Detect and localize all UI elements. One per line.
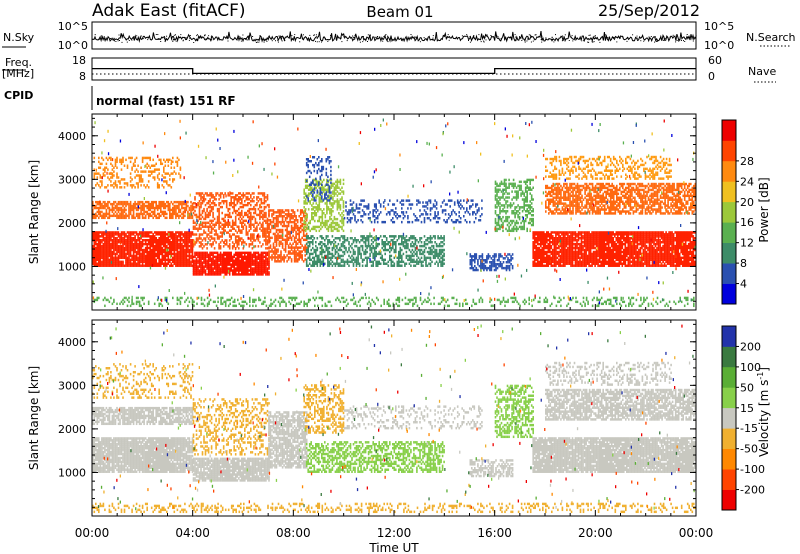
nsearch-tick-top: 10^5 — [704, 20, 734, 33]
velocity-cbar-swatch — [722, 489, 736, 511]
station-title: Adak East (fitACF) — [92, 1, 246, 21]
velocity-cbar-swatch — [722, 346, 736, 368]
nsky-panel: N.Sky 10^5 10^0 10^5 10^0 N.Search — [2, 20, 796, 52]
velocity-cbar-tick: -100 — [740, 463, 765, 476]
velocity-cbar-tick: 15 — [740, 402, 754, 415]
velocity-ylabel: Slant Range [km] — [27, 366, 41, 470]
x-tick-label: 16:00 — [477, 526, 512, 540]
velocity-ytick-label: 4000 — [58, 336, 86, 349]
power-cbar-swatch — [722, 242, 736, 264]
power-cbar-swatch — [722, 160, 736, 182]
power-cbar-swatch — [722, 222, 736, 243]
velocity-colorbar: 200 100 50 15 -15 -50 -100 -200 — [721, 325, 765, 511]
velocity-ytick-label: 2000 — [58, 423, 86, 436]
x-axis-label: Time UT — [368, 541, 419, 554]
power-ytick-label: 4000 — [58, 130, 86, 143]
date-title: 25/Sep/2012 — [598, 1, 700, 20]
power-cbar-tick: 24 — [740, 175, 754, 188]
nsky-trace — [91, 31, 697, 43]
velocity-cbar-tick: -15 — [740, 422, 758, 435]
freq-label: Freq. — [5, 56, 32, 69]
x-tick-label: 04:00 — [175, 526, 210, 540]
power-cbar-tick: 16 — [740, 216, 754, 229]
velocity-cbar-swatch — [722, 387, 736, 409]
x-tick-labels: 00:00 04:00 08:00 12:00 16:00 20:00 00:00 — [75, 526, 714, 540]
nsky-tick-top: 10^5 — [58, 20, 88, 33]
power-cbar-swatch — [722, 201, 736, 223]
x-tick-label: 00:00 — [75, 526, 110, 540]
velocity-cbar-swatch — [722, 428, 736, 449]
velocity-cbar-swatch — [722, 469, 736, 490]
power-cbar-tick: 28 — [740, 155, 754, 168]
x-tick-label: 00:00 — [679, 526, 714, 540]
velocity-cbar-tick: -200 — [740, 484, 765, 497]
power-ytick-label: 3000 — [58, 173, 86, 186]
velocity-cbar-tick: 200 — [740, 340, 761, 353]
nave-label: Nave — [748, 65, 776, 78]
velocity-ytick-label: 1000 — [58, 466, 86, 479]
nave-tick-top: 60 — [708, 54, 722, 67]
power-cbar-tick: 12 — [740, 237, 754, 250]
velocity-cbar-tick: 50 — [740, 381, 754, 394]
freq-trace — [92, 67, 696, 75]
power-ytick-label: 2000 — [58, 217, 86, 230]
freq-tick-top: 18 — [72, 54, 86, 67]
power-cbar-tick: 20 — [740, 196, 754, 209]
nsearch-tick-bottom: 10^0 — [704, 39, 734, 52]
velocity-cbar-swatch — [722, 366, 736, 388]
power-panel: 1000 2000 3000 4000 Slant Range [km] 4 8 12 16… — [27, 113, 771, 311]
power-cbar-swatch — [722, 120, 736, 141]
power-cbar-swatch — [722, 263, 736, 284]
cpid-text: normal (fast) 151 RF — [96, 94, 236, 108]
nsky-tick-bottom: 10^0 — [58, 39, 88, 52]
velocity-panel: 1000 2000 3000 4000 Slant Range [km] 200 100… — [27, 319, 771, 517]
nave-tick-bottom: 0 — [708, 70, 715, 83]
velocity-cbar-label: Velocity [m s-1] — [756, 367, 771, 457]
cpid-row: CPID normal (fast) 151 RF — [4, 86, 236, 110]
power-cbar-tick: 8 — [740, 257, 747, 270]
power-colorbar: 4 8 12 16 20 24 28 — [721, 119, 754, 305]
nsearch-label: N.Search — [746, 31, 796, 44]
freq-unit: [MHz] — [2, 67, 34, 80]
power-ytick-label: 1000 — [58, 260, 86, 273]
nsky-label: N.Sky — [3, 31, 35, 44]
power-ylabel: Slant Range [km] — [27, 160, 41, 264]
velocity-cbar-swatch — [722, 448, 736, 470]
power-heatmap — [92, 118, 696, 308]
beam-title: Beam 01 — [366, 3, 433, 21]
power-cbar-tick: 4 — [740, 278, 747, 291]
power-cbar-swatch — [722, 283, 736, 305]
cpid-label: CPID — [4, 89, 33, 102]
velocity-cbar-swatch — [722, 326, 736, 347]
power-cbar-swatch — [722, 140, 736, 162]
velocity-cbar-tick: 100 — [740, 361, 761, 374]
velocity-ytick-label: 3000 — [58, 379, 86, 392]
velocity-heatmap — [92, 324, 696, 514]
power-cbar-label: Power [dB] — [757, 177, 771, 242]
velocity-cbar-swatch — [722, 407, 736, 429]
freq-panel: Freq. [MHz] 18 8 60 0 Nave — [2, 54, 776, 83]
power-cbar-swatch — [722, 181, 736, 203]
x-tick-label: 20:00 — [578, 526, 613, 540]
freq-tick-bottom: 8 — [79, 70, 86, 83]
x-tick-label: 12:00 — [377, 526, 412, 540]
velocity-cbar-tick: -50 — [740, 443, 758, 456]
x-tick-label: 08:00 — [276, 526, 311, 540]
